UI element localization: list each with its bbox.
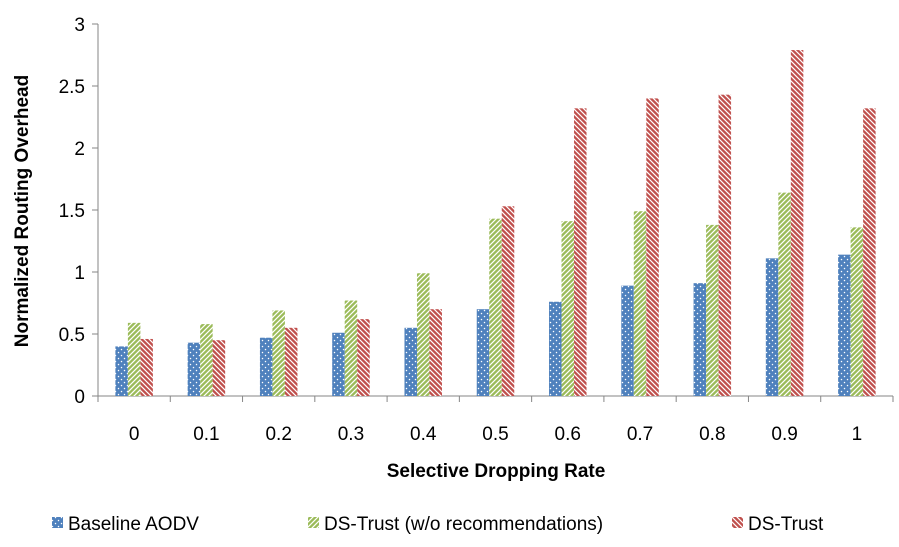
x-tick-label: 1	[852, 424, 863, 445]
bar-series-2-0_2	[272, 310, 285, 396]
bar-series-2-0_5	[489, 218, 502, 396]
bar-series-1-0_2	[259, 337, 273, 396]
y-tick-label: 0	[74, 387, 85, 408]
bar-series-2-0_1	[200, 324, 213, 396]
bar-series-2-0_4	[416, 273, 430, 396]
bar-series-1-1	[838, 254, 851, 396]
legend-label: DS-Trust (w/o recommendations)	[324, 514, 603, 535]
bar-series-3-0_9	[790, 50, 804, 396]
bar-series-1-0	[115, 346, 128, 396]
legend-swatch	[732, 517, 743, 528]
bar-series-2-0_7	[633, 211, 647, 396]
bar-series-3-0_1	[212, 340, 226, 396]
x-axis: 0 0.1 0.2 0.3 0.4 0.5 0.6 0.7 0.8 0.9 1	[97, 395, 894, 445]
x-tick-label: 0.5	[482, 424, 508, 445]
legend-item: DS-Trust	[732, 514, 824, 535]
y-tick-label: 2.5	[59, 77, 85, 98]
x-tick-label: 0.6	[555, 424, 581, 445]
y-tick-label: 3	[74, 15, 85, 36]
bar-series-2-1	[850, 227, 864, 396]
bar-series-3-0_4	[429, 309, 442, 396]
x-tick-label: 0	[129, 424, 140, 445]
bar-series-3-0_6	[574, 108, 587, 396]
bar-series-1-0_5	[476, 309, 490, 396]
bar-series-2-0	[127, 322, 141, 396]
bars	[115, 50, 876, 397]
bar-series-1-0_1	[187, 342, 201, 396]
bar-series-1-0_4	[404, 327, 417, 396]
legend-swatch	[52, 517, 63, 528]
bar-series-3-0_2	[284, 327, 298, 396]
bar-series-3-0_8	[718, 94, 732, 397]
bar-series-1-0_8	[693, 283, 707, 396]
legend-item: DS-Trust (w/o recommendations)	[308, 514, 603, 535]
bar-series-3-0_5	[501, 206, 515, 396]
x-tick-label: 0.9	[771, 424, 797, 445]
legend: Baseline AODV DS-Trust (w/o recommendatio…	[52, 514, 824, 535]
bar-series-1-0_3	[332, 332, 345, 396]
x-tick-label: 0.4	[410, 424, 437, 445]
bar-series-2-0_9	[778, 192, 791, 396]
x-axis-title: Selective Dropping Rate	[387, 461, 606, 482]
bar-series-3-1	[863, 108, 876, 396]
bar-series-1-0_7	[621, 285, 634, 396]
x-tick-label: 0.3	[338, 424, 364, 445]
y-tick-label: 1.5	[59, 201, 85, 222]
legend-item: Baseline AODV	[52, 514, 199, 535]
y-tick-label: 2	[74, 139, 85, 160]
legend-label: Baseline AODV	[68, 514, 199, 535]
bar-series-2-0_6	[561, 221, 575, 396]
bar-series-3-0_7	[646, 98, 659, 397]
y-axis-title: Normalized Routing Overhead	[12, 75, 33, 347]
y-tick-label: 0.5	[59, 325, 85, 346]
x-tick-label: 0.2	[265, 424, 291, 445]
bar-series-2-0_8	[706, 224, 719, 396]
x-tick-label: 0.7	[627, 424, 653, 445]
y-axis: 0 0.5 1 1.5 2 2.5 3	[59, 15, 99, 408]
bar-series-2-0_3	[344, 300, 358, 396]
bar-series-1-0_9	[765, 258, 779, 396]
x-tick-label: 0.1	[193, 424, 219, 445]
legend-swatch	[308, 517, 319, 528]
x-tick-label: 0.8	[699, 424, 725, 445]
y-tick-label: 1	[74, 263, 85, 284]
legend-label: DS-Trust	[748, 514, 824, 535]
bar-series-3-0_3	[357, 319, 370, 396]
bar-series-3-0	[140, 338, 153, 396]
bar-series-1-0_6	[549, 301, 562, 396]
